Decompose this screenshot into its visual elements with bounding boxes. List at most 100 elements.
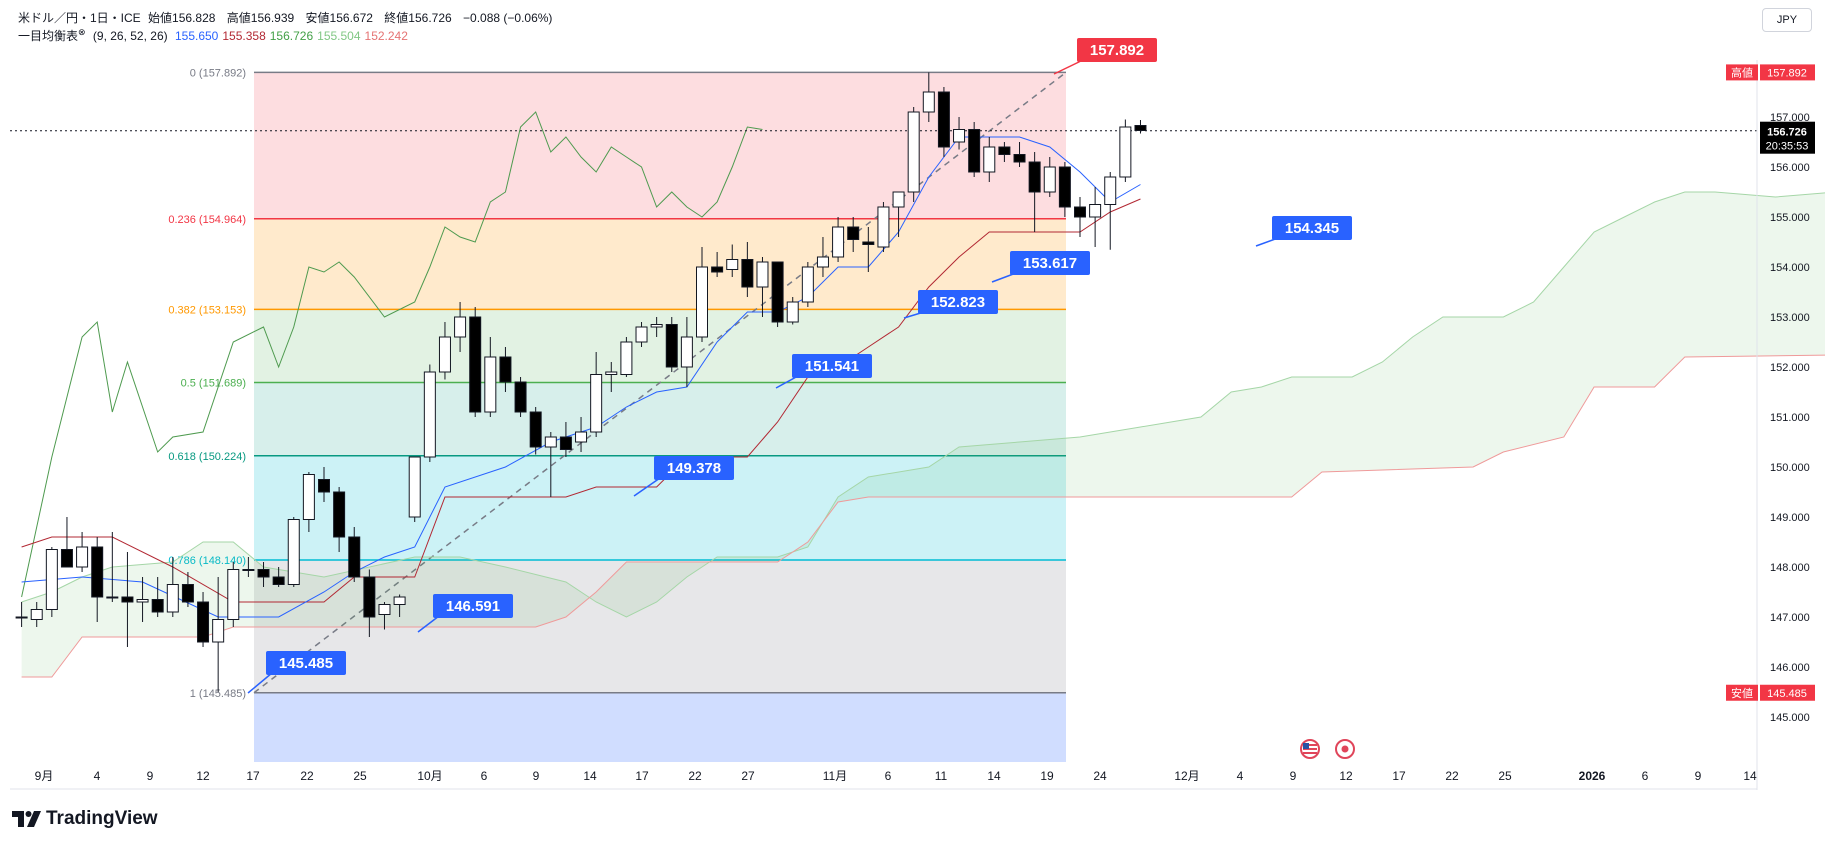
candle [514,377,527,417]
candle-body [302,474,315,520]
candle-body [756,261,769,288]
x-tick-label: 9 [147,769,154,783]
candle-body [665,324,678,368]
candle-body [1134,125,1147,131]
current-price-box [1760,121,1815,154]
price-callout: 154.345 [1255,216,1352,247]
candle-body [257,569,270,578]
y-tick-label: 148.000 [1770,562,1810,574]
price-callout: 149.378 [633,456,734,497]
callout-box [654,456,734,480]
candle-body [91,546,104,598]
y-tick-label: 149.000 [1770,512,1810,524]
candle-body [968,129,981,173]
open-value: 156.828 [172,11,216,25]
candle-body [771,261,784,323]
candle-body [242,569,255,571]
fib-level-label: 0.618 (150.224) [168,451,246,463]
fib-zone [254,309,1066,383]
marker-label: 安値 [1731,686,1753,700]
candle-body [620,341,633,375]
candle-body [953,129,966,143]
candle [469,307,482,417]
low-price-marker: 安値 145.485 [1726,684,1815,701]
candle [756,257,769,317]
indicator-value: 155.358 [222,29,266,43]
candle [1013,142,1026,167]
callout-label: 146.591 [446,598,500,615]
indicator-value: 152.242 [364,29,408,43]
candle-body [1028,161,1041,193]
candle-body [408,456,421,518]
candle [1134,120,1147,134]
y-tick-label: 147.000 [1770,612,1810,624]
candle [605,362,618,392]
candle-body [76,546,89,568]
candle [136,577,149,622]
us-flag-event-icon[interactable] [1300,739,1320,759]
tradingview-logo-icon [12,811,41,827]
candle [166,557,179,617]
x-tick-label: 9 [533,769,540,783]
candle-body [469,316,482,413]
candle [302,472,315,532]
candle-body [393,596,406,605]
candle-body [832,226,845,258]
price-callout: 152.823 [903,290,998,319]
candle [333,487,346,552]
x-tick-label: 2026 [1579,769,1606,783]
indicator-name[interactable]: 一目均衡表 [18,29,79,43]
fib-level-label: 0.786 (148.140) [168,555,246,567]
close-label: 終値 [384,11,409,25]
event-marker-icon[interactable] [1335,739,1355,759]
candle [801,262,814,307]
candle-body [378,604,391,615]
candle-body [212,619,225,643]
candle-body [1089,204,1102,218]
indicator-legend[interactable]: 一目均衡表⊗ (9, 26, 52, 26) 155.650 155.358 156… [18,27,416,44]
x-tick-label: 6 [1642,769,1649,783]
candle [348,527,361,582]
candle [696,247,708,342]
candle-body [559,436,572,450]
callout-pointer [1053,59,1084,75]
candle [181,572,194,607]
candle-body [544,436,557,448]
x-tick-label: 24 [1093,769,1107,783]
currency-button[interactable]: JPY [1762,8,1812,32]
settings-icon[interactable]: ⊗ [78,27,86,37]
y-tick-label: 154.000 [1770,262,1810,274]
fib-extension-zone [254,692,1066,762]
x-tick-label: 9月 [35,769,54,783]
candle-body [106,596,119,599]
indicator-value: 155.504 [317,29,361,43]
candle [15,602,28,627]
brand-logo[interactable]: TradingView [12,808,158,830]
callout-box [433,594,513,618]
candle [1043,157,1056,197]
candle-body [333,491,346,538]
candle [832,217,845,262]
symbol-title[interactable]: 米ドル／円・1日・ICE [18,11,141,25]
candle [786,297,799,325]
marker-value: 157.892 [1767,67,1807,79]
candle-body [983,146,996,173]
symbol-legend: 米ドル／円・1日・ICE 始値156.828 高値156.939 安値156.6… [18,9,556,26]
candle [106,532,119,602]
candle [544,432,557,497]
candle [454,302,467,352]
candle-body [1119,126,1132,178]
candle [847,217,860,252]
low-label: 安値 [305,11,330,25]
candle-body [363,576,376,618]
candle-body [1013,154,1026,163]
fib-trend-line [253,71,1067,694]
marker-label: 高値 [1731,65,1753,79]
candle-body [741,259,754,288]
callout-label: 154.345 [1285,220,1339,237]
candle [771,261,784,327]
candle-body [318,479,330,493]
candle [393,594,406,617]
x-tick-label: 22 [688,769,702,783]
